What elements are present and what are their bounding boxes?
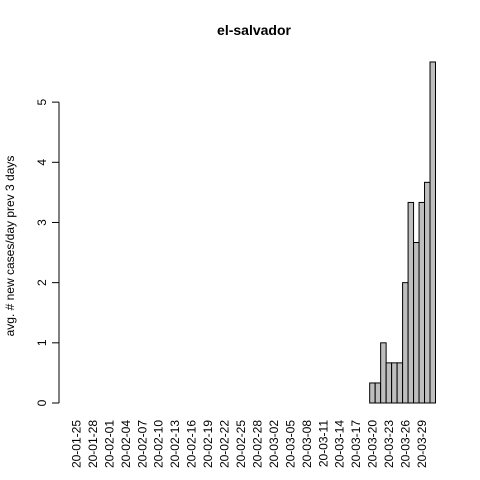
x-tick-label: 20-03-14	[333, 420, 347, 468]
bar-20-03-19	[369, 382, 376, 404]
x-tick-label: 20-03-23	[382, 420, 396, 468]
x-tick-label: 20-02-28	[250, 420, 264, 468]
x-tick-label: 20-02-01	[102, 420, 116, 468]
x-tick-label: 20-02-04	[119, 420, 133, 468]
x-tick-label: 20-02-16	[185, 420, 199, 468]
bar-20-03-26	[407, 201, 415, 404]
x-tick-label: 20-03-17	[349, 420, 363, 468]
bar-20-03-27	[413, 242, 420, 404]
y-tick-label: 3	[35, 219, 49, 226]
y-axis-label: avg. # new cases/day prev 3 days	[3, 156, 17, 337]
chart-title: el-salvador	[217, 22, 291, 38]
y-tick-label: 4	[35, 159, 49, 166]
x-tick-label: 20-03-11	[316, 420, 330, 467]
x-tick-label: 20-03-05	[283, 420, 297, 468]
bar-20-03-21	[380, 342, 387, 404]
bar-20-03-29	[424, 181, 431, 404]
y-tick-label: 1	[35, 339, 49, 346]
bar-20-03-22	[385, 362, 393, 404]
bar-20-03-24	[396, 362, 404, 404]
x-tick-label: 20-03-08	[300, 420, 314, 468]
x-tick-label: 20-02-22	[218, 420, 232, 468]
x-tick-label: 20-02-07	[135, 420, 149, 468]
y-tick-label: 0	[35, 399, 49, 406]
x-tick-label: 20-01-25	[69, 420, 83, 468]
bar-20-03-20	[374, 382, 382, 404]
x-tick-label: 20-03-20	[366, 420, 380, 468]
y-tick-label: 2	[35, 279, 49, 286]
x-axis: 20-01-25 20-01-28 20-02-01 20-02-04 20-02-07…	[69, 420, 429, 468]
bar-20-03-28	[418, 201, 426, 404]
y-axis: 0 1 2 3 4 5	[35, 98, 60, 406]
y-tick-label: 5	[35, 98, 49, 105]
bars-group	[369, 61, 436, 404]
bar-20-03-30	[429, 61, 436, 404]
x-tick-label: 20-02-25	[234, 420, 248, 468]
x-tick-label: 20-03-02	[267, 420, 281, 468]
x-tick-label: 20-02-10	[152, 420, 166, 468]
x-tick-label: 20-03-29	[415, 420, 429, 468]
x-tick-label: 20-03-26	[399, 420, 413, 468]
bar-20-03-25	[402, 282, 409, 404]
x-tick-label: 20-02-19	[201, 420, 215, 468]
bar-20-03-23	[391, 362, 398, 404]
x-tick-label: 20-01-28	[86, 420, 100, 468]
x-tick-label: 20-02-13	[168, 420, 182, 468]
